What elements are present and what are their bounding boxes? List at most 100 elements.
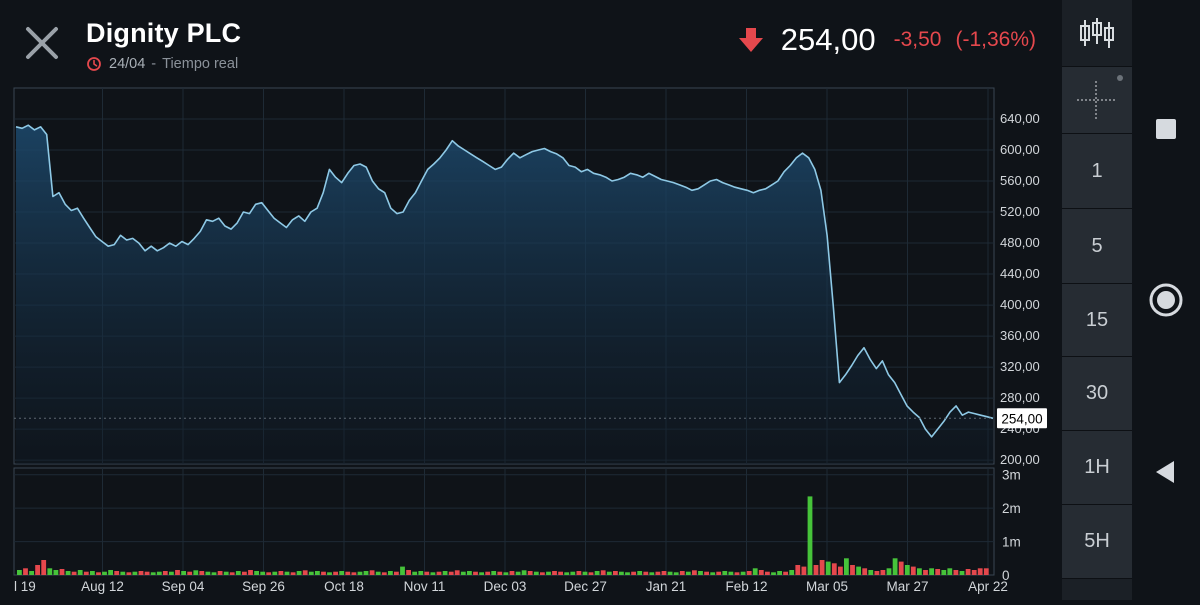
volume-bar xyxy=(138,571,144,575)
interval-30-button[interactable]: 30 xyxy=(1062,357,1132,431)
volume-bar xyxy=(625,572,630,575)
volume-bar xyxy=(886,568,892,575)
home-button[interactable] xyxy=(1146,280,1186,320)
volume-bar xyxy=(983,568,989,575)
volume-bar xyxy=(728,571,734,575)
interval-5-button[interactable]: 5 xyxy=(1062,209,1132,284)
volume-bar xyxy=(175,570,180,575)
volume-bar xyxy=(643,571,649,575)
volume-bar xyxy=(673,572,679,575)
x-tick-label: Dec 03 xyxy=(484,579,527,594)
quote-timestamp: 24/04 - Tiempo real xyxy=(86,56,238,72)
volume-bar xyxy=(752,568,758,575)
volume-bar xyxy=(685,571,691,575)
volume-bar xyxy=(430,572,436,575)
volume-bar xyxy=(108,570,113,575)
volume-bar xyxy=(941,570,947,575)
volume-bar xyxy=(497,571,503,575)
volume-bar xyxy=(229,572,235,575)
chart-canvas[interactable]: 640,00 600,00 560,00 520,00 480,00 440,00 400,… xyxy=(0,86,1062,600)
last-price: 254,00 xyxy=(780,22,876,57)
volume-bar xyxy=(740,571,746,575)
volume-bar xyxy=(388,571,393,575)
volume-bar xyxy=(102,571,107,575)
volume-bar xyxy=(339,571,345,575)
volume-bar xyxy=(600,570,606,575)
volume-bar xyxy=(734,572,740,575)
back-triangle-icon xyxy=(1156,461,1174,483)
volume-bar xyxy=(710,572,716,575)
volume-bar xyxy=(235,571,241,575)
interval-5h-button[interactable]: 5H xyxy=(1062,505,1132,579)
volume-bar xyxy=(400,566,405,575)
volume-bar xyxy=(892,558,898,575)
volume-bar xyxy=(460,571,466,575)
back-button[interactable] xyxy=(1146,452,1186,492)
volume-bar xyxy=(47,568,53,575)
volume-bar xyxy=(53,570,59,575)
volume-bar xyxy=(923,570,928,575)
volume-bar xyxy=(369,570,375,575)
clock-icon xyxy=(87,57,101,71)
volume-bar xyxy=(698,571,703,575)
volume-bar xyxy=(223,571,229,575)
chart-area[interactable]: 640,00 600,00 560,00 520,00 480,00 440,00 400,… xyxy=(0,86,1062,600)
interval-1h-button[interactable]: 1H xyxy=(1062,431,1132,505)
interval-1-button[interactable]: 1 xyxy=(1062,134,1132,209)
volume-bar xyxy=(765,571,770,575)
price-tick-label: 280,00 xyxy=(1000,390,1040,405)
volume-bar xyxy=(491,571,497,575)
volume-bar xyxy=(315,571,320,575)
last-price-tag-label: 254,00 xyxy=(1001,411,1042,426)
volume-bar xyxy=(162,571,168,575)
square-icon xyxy=(1156,119,1176,139)
volume-bar xyxy=(959,571,965,575)
price-tick-label: 520,00 xyxy=(1000,204,1040,219)
volume-bar xyxy=(722,571,728,575)
volume-bar xyxy=(381,572,387,575)
volume-bar xyxy=(904,565,910,575)
volume-bar xyxy=(831,563,837,575)
volume-bar xyxy=(479,572,484,575)
volume-bar xyxy=(96,572,101,575)
price-tick-label: 400,00 xyxy=(1000,297,1040,312)
volume-bar xyxy=(83,571,89,575)
separator: - xyxy=(151,56,157,72)
volume-bar xyxy=(345,571,351,575)
recents-button[interactable] xyxy=(1146,109,1186,149)
close-icon xyxy=(26,27,58,59)
volume-bar xyxy=(649,572,655,575)
volume-bar xyxy=(856,566,861,575)
chart-type-button[interactable] xyxy=(1062,0,1132,67)
volume-bar xyxy=(321,571,326,575)
volume-bar xyxy=(953,570,959,575)
close-button[interactable] xyxy=(22,26,62,62)
volume-bar xyxy=(272,571,278,575)
volume-bar xyxy=(333,571,338,575)
volume-bar xyxy=(533,571,539,575)
interval-15-button[interactable]: 15 xyxy=(1062,284,1132,357)
volume-bar xyxy=(144,571,150,575)
volume-bar xyxy=(120,571,126,575)
volume-bar xyxy=(813,565,819,575)
volume-bar xyxy=(862,568,868,575)
volume-bar xyxy=(777,571,782,575)
volume-bar xyxy=(977,568,983,575)
volume-bar xyxy=(150,572,156,575)
volume-bar xyxy=(576,571,582,575)
volume-bar xyxy=(290,572,296,575)
volume-bar xyxy=(71,571,77,575)
volume-bar xyxy=(619,571,624,575)
volume-bar xyxy=(783,571,788,575)
last-price-tag xyxy=(997,408,1047,429)
volume-bar xyxy=(217,571,223,575)
volume-bar xyxy=(77,570,83,575)
crosshair-button[interactable] xyxy=(1062,67,1132,134)
volume-bar xyxy=(546,571,551,575)
volume-bar xyxy=(35,565,40,575)
x-tick-label: Aug 12 xyxy=(81,579,124,594)
chart-toolbar: 1 5 15 30 1H 5H xyxy=(1062,0,1132,600)
x-tick-label: Apr 22 xyxy=(968,579,1008,594)
x-tick-label: Mar 27 xyxy=(886,579,928,594)
price-change: -3,50 xyxy=(893,28,942,51)
